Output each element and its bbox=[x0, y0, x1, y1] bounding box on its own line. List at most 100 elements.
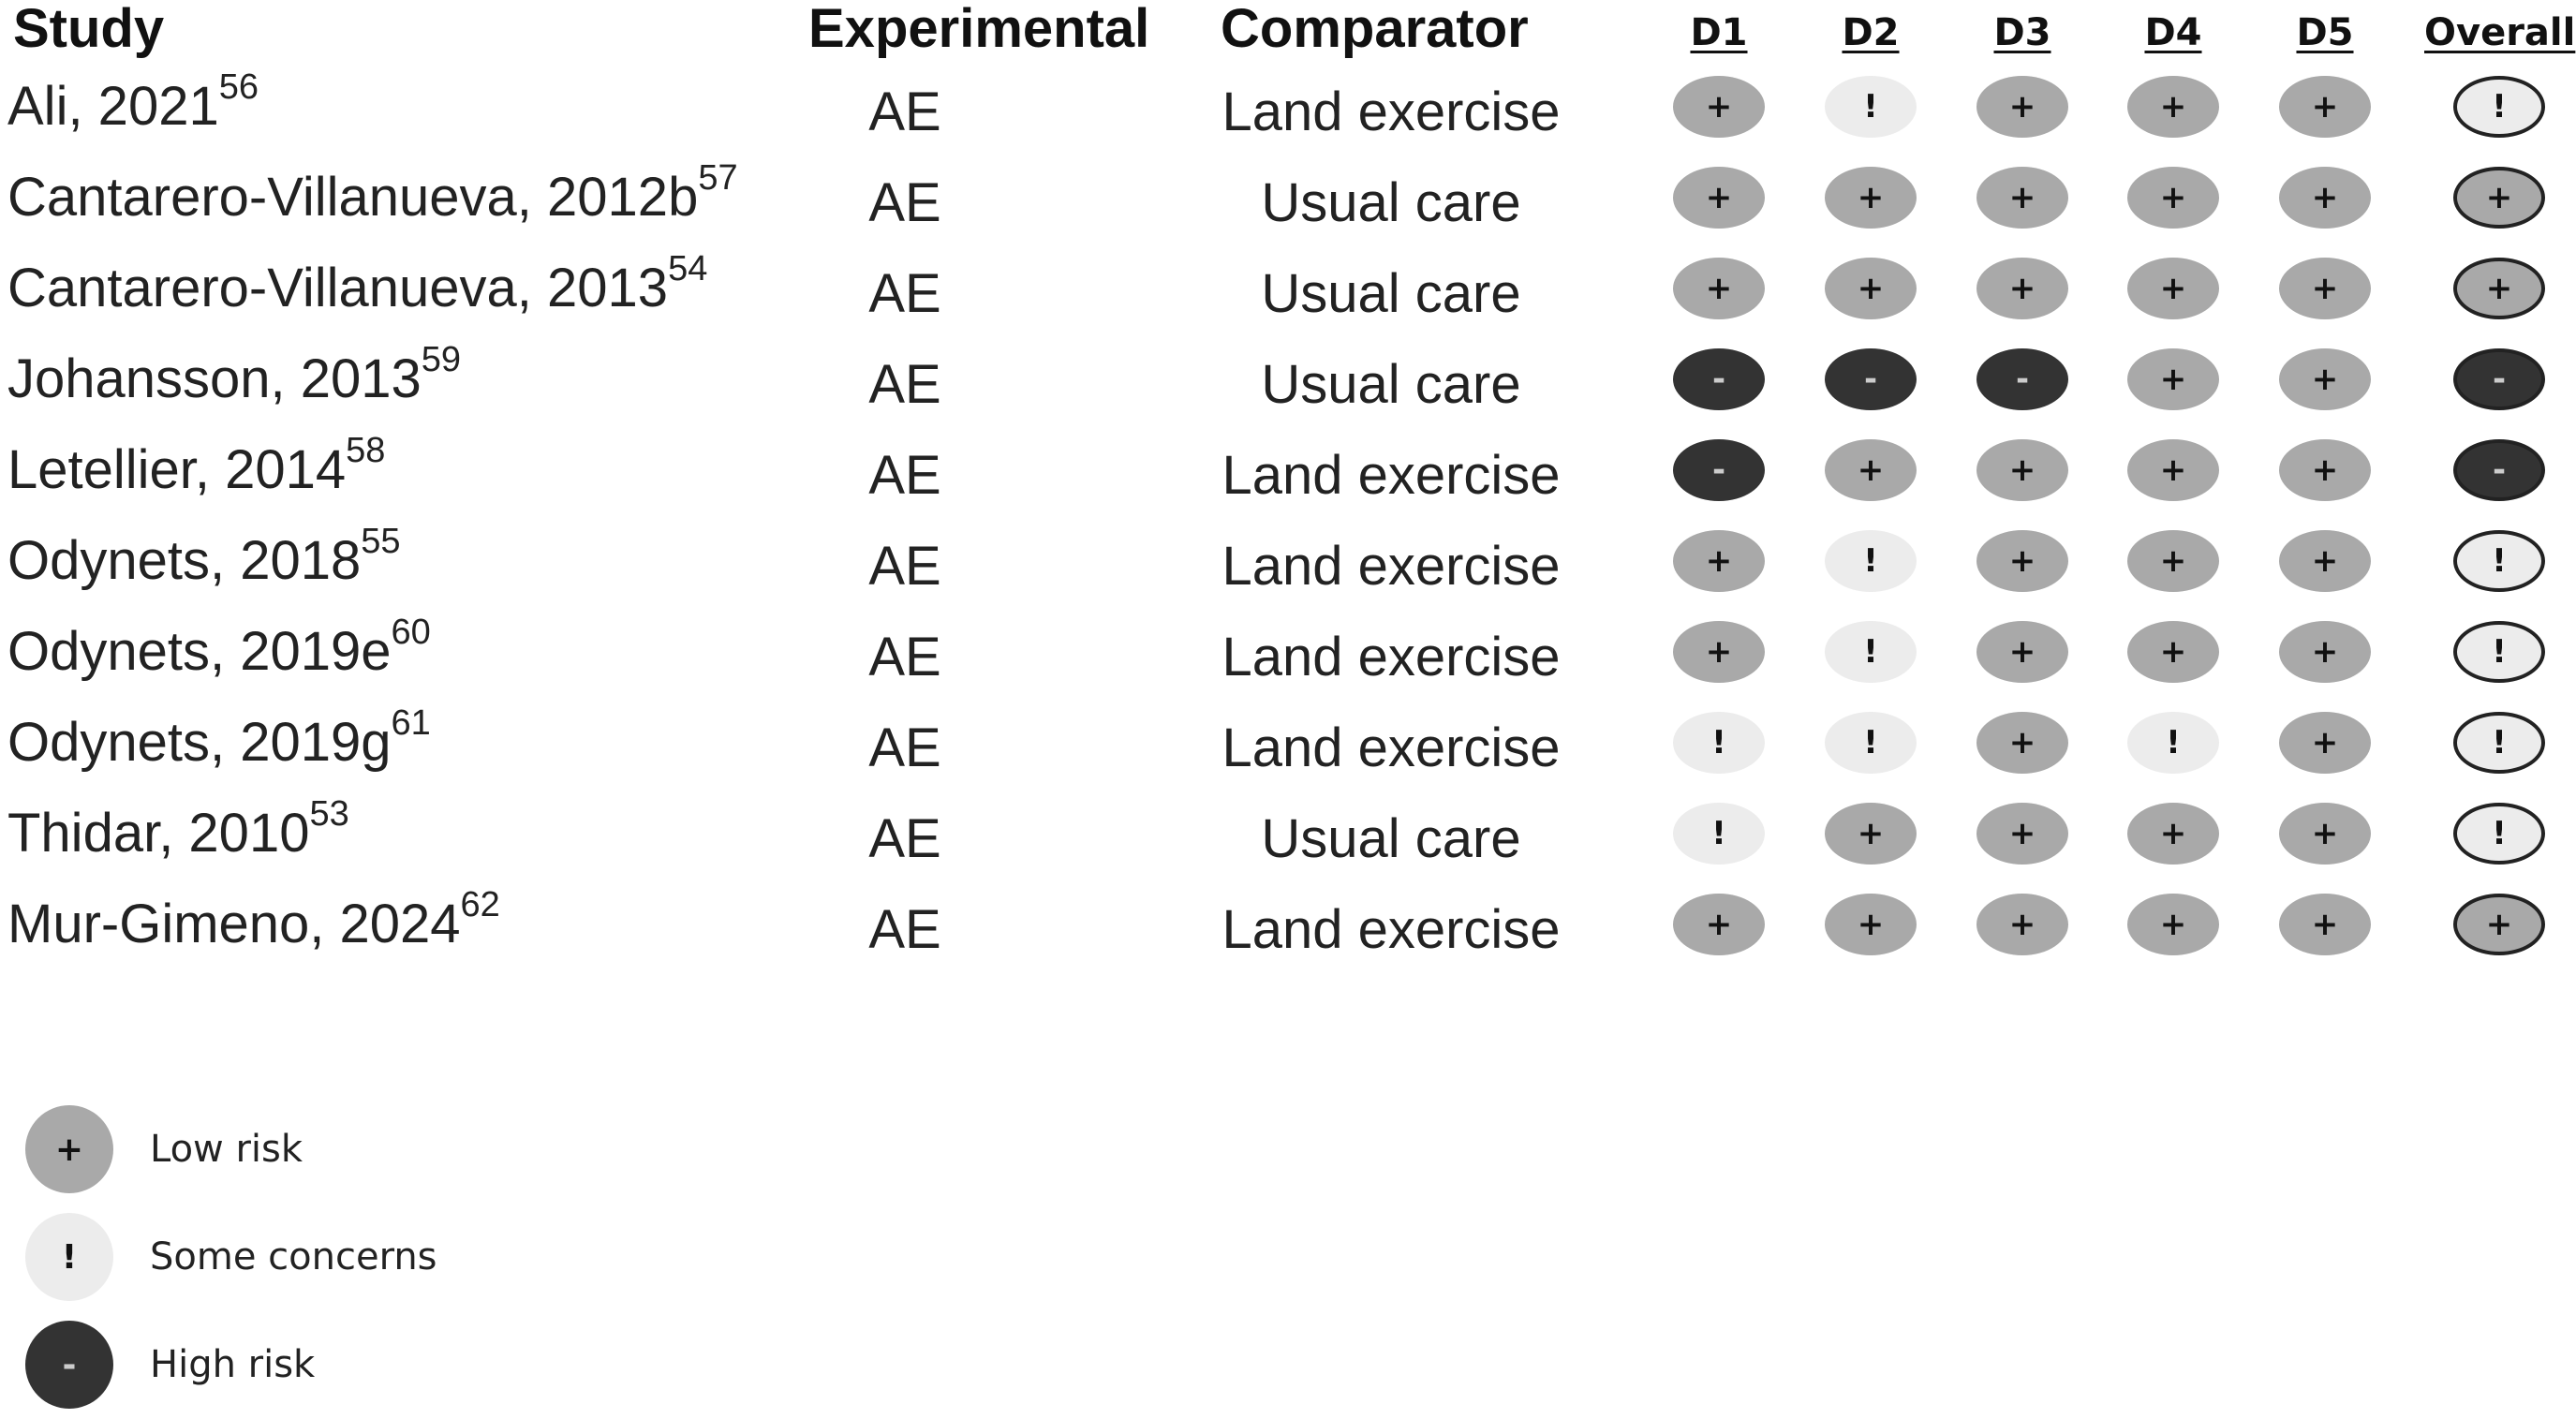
judgement-d1-low-icon: + bbox=[1673, 621, 1765, 683]
judgement-d1-high-icon: - bbox=[1673, 348, 1765, 410]
study-reference: 60 bbox=[391, 612, 431, 652]
judgement-d2-low-icon: + bbox=[1825, 167, 1917, 229]
table-row: Cantarero-Villanueva, 2012b57 AE Usual car… bbox=[0, 152, 2576, 243]
study-name: Thidar, 2010 bbox=[7, 803, 310, 864]
judgement-d2-some-icon: ! bbox=[1825, 76, 1917, 138]
judgement-d3-low-icon: + bbox=[1976, 712, 2068, 774]
experimental-cell: AE bbox=[868, 445, 941, 506]
judgement-d4-low-icon: + bbox=[2127, 894, 2219, 955]
table-row: Mur-Gimeno, 202462 AE Land exercise + + + + + + bbox=[0, 879, 2576, 969]
judgement-d5-low-icon: + bbox=[2279, 348, 2371, 410]
judgement-overall-low-icon: + bbox=[2453, 167, 2545, 229]
experimental-cell: AE bbox=[868, 627, 941, 687]
legend: + Low risk ! Some concerns - High risk bbox=[0, 1105, 656, 1419]
judgement-d3-high-icon: - bbox=[1976, 348, 2068, 410]
some-concerns-icon: ! bbox=[25, 1213, 113, 1301]
comparator-cell: Land exercise bbox=[1221, 627, 1561, 687]
judgement-d2-low-icon: + bbox=[1825, 803, 1917, 865]
judgement-d2-low-icon: + bbox=[1825, 894, 1917, 955]
study-cell: Cantarero-Villanueva, 2012b57 bbox=[7, 152, 738, 243]
judgement-d3-low-icon: + bbox=[1976, 894, 2068, 955]
judgement-d3-low-icon: + bbox=[1976, 803, 2068, 865]
judgement-d5-low-icon: + bbox=[2279, 712, 2371, 774]
table-row: Odynets, 2019e60 AE Land exercise +! + + +! bbox=[0, 606, 2576, 697]
judgement-overall-some-icon: ! bbox=[2453, 76, 2545, 138]
judgement-overall-high-icon: - bbox=[2453, 348, 2545, 410]
legend-label-low: Low risk bbox=[150, 1128, 303, 1171]
judgement-d1-some-icon: ! bbox=[1673, 803, 1765, 865]
judgement-d2-low-icon: + bbox=[1825, 439, 1917, 501]
judgement-d4-low-icon: + bbox=[2127, 803, 2219, 865]
judgement-d1-high-icon: - bbox=[1673, 439, 1765, 501]
comparator-cell: Land exercise bbox=[1221, 717, 1561, 778]
study-header: Study bbox=[13, 0, 165, 59]
judgement-d4-low-icon: + bbox=[2127, 348, 2219, 410]
domain-header-overall: Overall bbox=[2424, 11, 2576, 54]
study-name: Letellier, 2014 bbox=[7, 439, 347, 500]
study-cell: Thidar, 201053 bbox=[7, 788, 349, 879]
judgement-overall-some-icon: ! bbox=[2453, 712, 2545, 774]
judgement-d3-low-icon: + bbox=[1976, 439, 2068, 501]
legend-item-some: ! Some concerns bbox=[0, 1213, 656, 1307]
table-row: Thidar, 201053 AE Usual care! + + + +! bbox=[0, 788, 2576, 879]
table-row: Letellier, 201458 AE Land exercise - + + + + - bbox=[0, 424, 2576, 515]
judgement-d4-low-icon: + bbox=[2127, 76, 2219, 138]
judgement-d2-some-icon: ! bbox=[1825, 530, 1917, 592]
comparator-cell: Land exercise bbox=[1221, 445, 1561, 506]
table-row: Johansson, 201359 AE Usual care - - - + + - bbox=[0, 333, 2576, 424]
study-cell: Odynets, 2019g61 bbox=[7, 697, 431, 788]
study-name: Johansson, 2013 bbox=[7, 348, 422, 409]
comparator-cell: Usual care bbox=[1261, 808, 1521, 869]
judgement-d1-some-icon: ! bbox=[1673, 712, 1765, 774]
experimental-header: Experimental bbox=[808, 0, 1150, 59]
table-row: Odynets, 201855 AE Land exercise +! + + +! bbox=[0, 515, 2576, 606]
judgement-d1-low-icon: + bbox=[1673, 894, 1765, 955]
study-reference: 55 bbox=[361, 521, 401, 561]
judgement-d4-low-icon: + bbox=[2127, 530, 2219, 592]
judgement-d2-high-icon: - bbox=[1825, 348, 1917, 410]
study-cell: Odynets, 201855 bbox=[7, 515, 401, 606]
study-name: Odynets, 2019e bbox=[7, 621, 392, 682]
judgement-d4-low-icon: + bbox=[2127, 621, 2219, 683]
judgement-d1-low-icon: + bbox=[1673, 258, 1765, 319]
judgement-d5-low-icon: + bbox=[2279, 894, 2371, 955]
table-row: Ali, 202156 AE Land exercise +! + + +! bbox=[0, 61, 2576, 152]
study-reference: 57 bbox=[698, 157, 738, 198]
study-cell: Johansson, 201359 bbox=[7, 333, 461, 424]
study-cell: Cantarero-Villanueva, 201354 bbox=[7, 243, 707, 333]
judgement-d5-low-icon: + bbox=[2279, 621, 2371, 683]
judgement-d5-low-icon: + bbox=[2279, 439, 2371, 501]
judgement-overall-some-icon: ! bbox=[2453, 803, 2545, 865]
domain-header-d2: D2 bbox=[1842, 11, 1900, 54]
judgement-overall-low-icon: + bbox=[2453, 258, 2545, 319]
legend-item-high: - High risk bbox=[0, 1321, 656, 1414]
judgement-d1-low-icon: + bbox=[1673, 530, 1765, 592]
experimental-cell: AE bbox=[868, 536, 941, 597]
judgement-d5-low-icon: + bbox=[2279, 167, 2371, 229]
judgement-d3-low-icon: + bbox=[1976, 76, 2068, 138]
study-reference: 56 bbox=[218, 67, 259, 107]
study-name: Odynets, 2018 bbox=[7, 530, 362, 591]
judgement-d2-low-icon: + bbox=[1825, 258, 1917, 319]
study-reference: 61 bbox=[391, 702, 431, 743]
experimental-cell: AE bbox=[868, 81, 941, 142]
study-reference: 53 bbox=[309, 793, 349, 834]
experimental-cell: AE bbox=[868, 808, 941, 869]
judgement-overall-high-icon: - bbox=[2453, 439, 2545, 501]
legend-label-some: Some concerns bbox=[150, 1235, 437, 1279]
domain-header-d4: D4 bbox=[2144, 11, 2202, 54]
domain-header-d3: D3 bbox=[1993, 11, 2051, 54]
comparator-cell: Usual care bbox=[1261, 172, 1521, 233]
judgement-d3-low-icon: + bbox=[1976, 530, 2068, 592]
high-risk-icon: - bbox=[25, 1321, 113, 1409]
comparator-header: Comparator bbox=[1221, 0, 1529, 59]
study-reference: 59 bbox=[421, 339, 462, 379]
experimental-cell: AE bbox=[868, 354, 941, 415]
study-name: Ali, 2021 bbox=[7, 76, 219, 137]
study-cell: Ali, 202156 bbox=[7, 61, 259, 152]
judgement-overall-some-icon: ! bbox=[2453, 530, 2545, 592]
study-reference: 58 bbox=[346, 430, 386, 470]
judgement-d3-low-icon: + bbox=[1976, 621, 2068, 683]
study-cell: Mur-Gimeno, 202462 bbox=[7, 879, 500, 969]
comparator-cell: Land exercise bbox=[1221, 536, 1561, 597]
